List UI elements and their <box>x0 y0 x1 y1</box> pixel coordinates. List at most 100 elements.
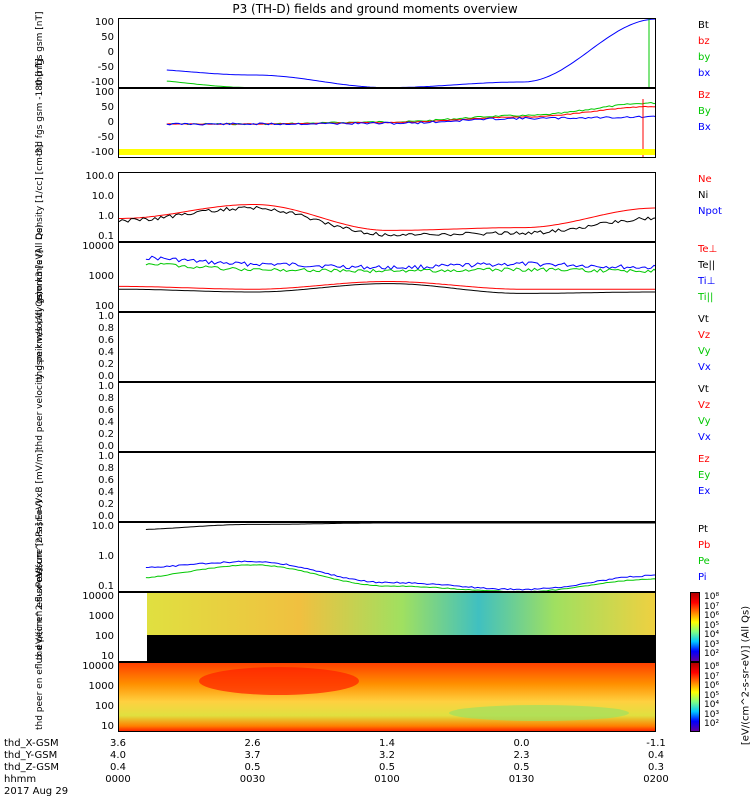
ytick-label: 0.2 <box>98 499 114 510</box>
xrow-value: 0200 <box>643 774 669 785</box>
ytick-label: 50 <box>101 32 114 43</box>
plot-peer-eflux <box>119 663 655 731</box>
colorbar-tick-label: 10² <box>704 649 720 659</box>
series-Pi <box>145 560 655 591</box>
ytick-label: 1.0 <box>98 311 114 322</box>
ytick-label: 0.2 <box>98 359 114 370</box>
ytick-label: 100 <box>94 631 114 642</box>
colorbar-electron <box>690 662 700 732</box>
series-Te-par <box>119 283 655 294</box>
xrow-name: hhmm <box>4 774 37 785</box>
plot-peer-velocity <box>119 383 656 452</box>
ytick-label: 10000 <box>82 591 114 602</box>
legend-entry: Vz <box>698 400 711 411</box>
panel-fgs-gsm <box>118 18 656 88</box>
series-Te-perp <box>119 281 655 290</box>
ytick-label: -100 <box>91 147 114 158</box>
xrow-value: 0.5 <box>379 762 395 773</box>
colorbar-label: [eV/(cm^2-s-sr-eV)] (All Qs) <box>740 605 750 746</box>
legend-entry: Vt <box>698 384 709 395</box>
legend-entry: Vy <box>698 346 711 357</box>
legend-entry: Vy <box>698 416 711 427</box>
ytick-label: 10 <box>101 721 114 732</box>
ytick-label: 0 <box>107 47 114 58</box>
ytick-label: -50 <box>97 132 114 143</box>
legend-entry: Pi <box>698 572 707 583</box>
ytick-label: 0.0 <box>98 371 114 382</box>
ytick-label: 10.0 <box>91 521 114 532</box>
ytick-label: 0 <box>107 117 114 128</box>
series-Bz <box>166 105 655 125</box>
plot-pressure <box>145 523 655 591</box>
ytick-label: 100.0 <box>85 171 114 182</box>
series-Ti-par <box>145 262 655 274</box>
legend-entry: bx <box>698 68 711 79</box>
xrow-name: thd_Z-GSM <box>4 762 59 773</box>
xrow-name: thd_X-GSM <box>4 738 59 749</box>
plot-fgs-gsm-2 <box>119 99 655 157</box>
legend-entry: Bz <box>698 90 711 101</box>
series-Ne <box>119 204 655 231</box>
ylabel-peer-eflux: thd peer en eflux eV/(cm^2-s-sr-eV) <box>35 566 45 730</box>
series-By <box>166 101 655 126</box>
plot-efield <box>119 453 656 522</box>
xrow-value: 0.4 <box>648 750 664 761</box>
ytick-label: 0.6 <box>98 335 114 346</box>
ytick-label: 0.8 <box>98 323 114 334</box>
xrow-value: 0130 <box>508 774 535 785</box>
xrow-value: 1.4 <box>379 738 395 749</box>
colorbar-tick-label: 10⁶ <box>704 611 720 621</box>
legend-entry: Pb <box>698 540 711 551</box>
ytick-label: 1000 <box>88 271 114 282</box>
panel-pressure <box>118 522 656 592</box>
ytick-label: 0.1 <box>98 581 114 592</box>
colorbar-tick-label: 10³ <box>704 709 720 720</box>
colorbar-tick-label: 10⁵ <box>704 690 720 701</box>
xrow-value: 0.5 <box>244 762 261 773</box>
ylabel-peer-velocity: thd peer velocity gsm km/s (All Qs) <box>35 291 45 450</box>
xrow-value: 3.7 <box>244 750 261 761</box>
legend-entry: Vx <box>698 362 711 373</box>
series-Pt <box>145 523 655 530</box>
panel-efield <box>118 452 656 522</box>
colorbar-tick-label: 10² <box>704 719 720 729</box>
xrow-value: 3.6 <box>110 738 126 749</box>
panel-temperature <box>118 242 656 312</box>
xrow-value: 0030 <box>239 774 266 785</box>
legend-entry: Te|| <box>698 260 716 271</box>
ytick-label: 1.0 <box>98 451 114 462</box>
ytick-label: 10000 <box>82 241 114 252</box>
ion-spectrogram-low <box>147 635 655 661</box>
legend-entry: Ne <box>698 174 712 185</box>
legend-entry: Vz <box>698 330 711 341</box>
xrow-value: 0.3 <box>648 762 664 773</box>
series-Bx <box>166 115 655 126</box>
xrow-value: 0100 <box>374 774 400 785</box>
colorbar-tick-label: 10⁸ <box>704 592 720 602</box>
colorbar-tick-label: 10⁷ <box>704 601 720 612</box>
colorbar-ion <box>690 592 700 662</box>
ytick-label: 0.1 <box>98 231 114 242</box>
ytick-label: 0.0 <box>98 441 114 452</box>
colorbar-tick-label: 10⁴ <box>704 700 720 710</box>
legend-entry: Npot <box>698 206 722 217</box>
series-Pe <box>145 564 655 591</box>
plot-peir-velocity <box>119 313 656 382</box>
ytick-label: 10.0 <box>91 191 114 202</box>
series-Ni <box>119 205 655 237</box>
colorbar-tick-label: 10³ <box>704 639 720 650</box>
xrow-value: 0.5 <box>513 762 530 773</box>
ytick-label: 0.0 <box>98 511 114 522</box>
legend-entry: by <box>698 52 711 63</box>
quality-bar <box>119 149 655 155</box>
xrow-value: 0.0 <box>513 738 530 749</box>
xrow-value: 2.6 <box>244 738 261 749</box>
ytick-label: 100 <box>94 87 114 98</box>
ytick-label: 100 <box>94 701 114 712</box>
xrow-name: thd_Y-GSM <box>4 750 58 761</box>
legend-entry: Vt <box>698 314 709 325</box>
xrow-value: 3.2 <box>379 750 395 761</box>
ytick-label: 1000 <box>88 611 114 622</box>
ytick-label: -100 <box>91 77 114 88</box>
electron-hotspot <box>199 667 359 695</box>
